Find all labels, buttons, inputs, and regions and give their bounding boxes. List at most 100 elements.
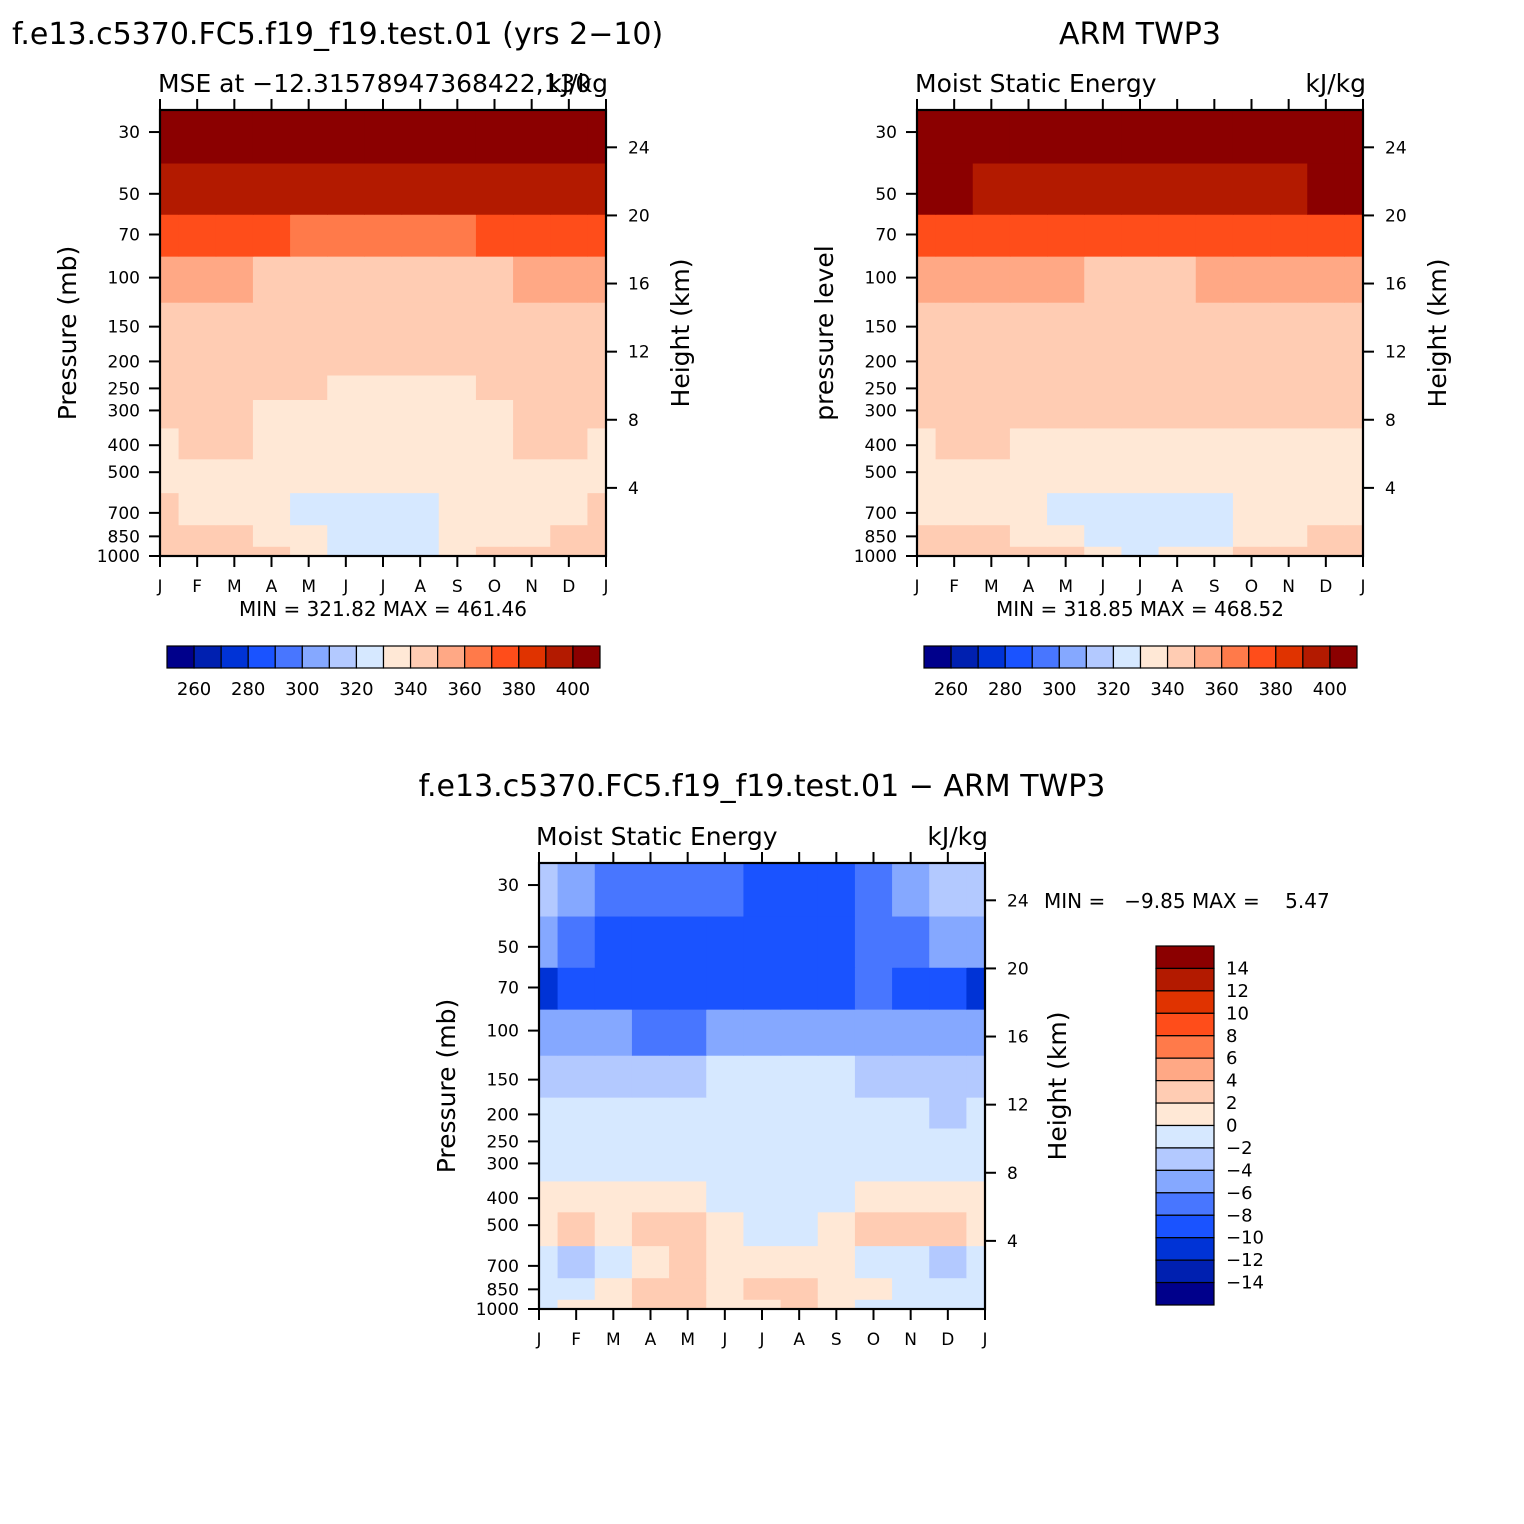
panel-model-title: f.e13.c5370.FC5.f19_f19.test.01 (yrs 2−1… bbox=[12, 17, 663, 52]
field-cell bbox=[513, 302, 551, 345]
colorbar-label: 340 bbox=[393, 679, 427, 700]
field-cell bbox=[1121, 256, 1160, 303]
field-cell bbox=[364, 427, 403, 460]
field-cell bbox=[178, 546, 217, 557]
field-cell bbox=[539, 1277, 559, 1300]
field-cell bbox=[1344, 162, 1364, 215]
x-tick-label: O bbox=[867, 1330, 880, 1350]
field-cell bbox=[587, 546, 607, 557]
field-cell bbox=[252, 546, 291, 557]
field-cell bbox=[1121, 374, 1160, 401]
y-tick-label: 300 bbox=[487, 1154, 519, 1174]
y-tick-label: 850 bbox=[108, 527, 140, 547]
field-cell bbox=[1047, 492, 1085, 526]
colorbar-box bbox=[1155, 1169, 1215, 1194]
field-cell bbox=[929, 967, 968, 1010]
field-cell bbox=[475, 214, 514, 257]
field-cell bbox=[972, 524, 1011, 547]
field-cell bbox=[364, 374, 403, 401]
field-cell bbox=[1009, 492, 1048, 526]
panel-diff-subtitle: Moist Static Energy bbox=[536, 822, 778, 851]
field-cell bbox=[539, 1211, 559, 1247]
field-cell bbox=[1344, 427, 1364, 460]
height-tick-label: 4 bbox=[1385, 479, 1396, 499]
height-tick-label: 20 bbox=[628, 206, 650, 226]
y-tick-label: 400 bbox=[487, 1189, 519, 1209]
field-cell bbox=[743, 863, 782, 917]
field-cell bbox=[587, 524, 607, 547]
field-cell bbox=[594, 915, 633, 968]
x-tick-label: J bbox=[1136, 577, 1142, 597]
field-cell bbox=[1084, 546, 1123, 557]
field-cell bbox=[327, 162, 366, 215]
field-cell bbox=[178, 427, 217, 460]
field-cell bbox=[854, 1211, 893, 1247]
field-cell bbox=[539, 967, 559, 1010]
colorbar-box bbox=[518, 645, 547, 669]
colorbar-label: 260 bbox=[177, 679, 211, 700]
field-cell bbox=[539, 1245, 559, 1279]
field-cell bbox=[1047, 302, 1085, 345]
field-cell bbox=[817, 1127, 856, 1154]
field-cell bbox=[1195, 399, 1234, 429]
field-cell bbox=[594, 1097, 633, 1129]
field-cell bbox=[631, 1009, 670, 1056]
field-cell bbox=[917, 524, 937, 547]
field-cell bbox=[1270, 214, 1308, 257]
colorbar-label: −4 bbox=[1226, 1160, 1253, 1181]
field-cell bbox=[706, 1055, 745, 1098]
colorbar-box bbox=[1155, 1259, 1215, 1284]
field-cell bbox=[892, 863, 930, 917]
field-cell bbox=[401, 492, 440, 526]
y-tick-label: 50 bbox=[118, 185, 140, 205]
field-cell bbox=[160, 399, 180, 429]
field-cell bbox=[1121, 214, 1160, 257]
field-cell bbox=[917, 374, 937, 401]
field-cell bbox=[438, 344, 477, 376]
field-cell bbox=[550, 162, 589, 215]
field-cell bbox=[513, 458, 551, 494]
field-cell bbox=[935, 458, 974, 494]
field-cell bbox=[1158, 162, 1197, 215]
colorbar-label: 14 bbox=[1226, 958, 1249, 979]
field-cell bbox=[1270, 302, 1308, 345]
height-tick-label: 24 bbox=[1007, 891, 1029, 911]
field-cell bbox=[669, 1245, 707, 1279]
field-cell bbox=[1084, 458, 1123, 494]
y-tick-label: 70 bbox=[875, 225, 897, 245]
field-cell bbox=[178, 302, 217, 345]
colorbar-box bbox=[1155, 1012, 1215, 1037]
panel-obs-title: ARM TWP3 bbox=[1059, 17, 1221, 52]
field-cell bbox=[550, 374, 589, 401]
field-cell bbox=[550, 214, 589, 257]
y-tick-label: 70 bbox=[118, 225, 140, 245]
field-cell bbox=[1158, 344, 1197, 376]
field-cell bbox=[550, 344, 589, 376]
field-cell bbox=[1307, 344, 1346, 376]
field-cell bbox=[929, 1299, 968, 1310]
panel-model: f.e13.c5370.FC5.f19_f19.test.01 (yrs 2−1… bbox=[12, 17, 695, 621]
x-tick-label: J bbox=[342, 577, 348, 597]
field-cell bbox=[935, 374, 974, 401]
field-cell bbox=[401, 162, 440, 215]
field-cell bbox=[817, 1277, 856, 1300]
field-cell bbox=[587, 256, 607, 303]
field-cell bbox=[587, 110, 607, 164]
field-cell bbox=[669, 967, 707, 1010]
field-cell bbox=[917, 458, 937, 494]
field-cell bbox=[539, 1299, 559, 1310]
field-cell bbox=[539, 1180, 559, 1213]
field-cell bbox=[557, 1097, 596, 1129]
field-cell bbox=[1047, 214, 1085, 257]
field-cell bbox=[475, 399, 514, 429]
field-cell bbox=[252, 458, 291, 494]
field-cell bbox=[401, 458, 440, 494]
field-cell bbox=[780, 1055, 819, 1098]
field-cell bbox=[178, 256, 217, 303]
field-cell bbox=[401, 110, 440, 164]
x-tick-label: J bbox=[1099, 577, 1105, 597]
field-cell bbox=[1307, 374, 1346, 401]
field-cell bbox=[1158, 546, 1197, 557]
field-cell bbox=[1158, 524, 1197, 547]
field-cell bbox=[290, 427, 328, 460]
